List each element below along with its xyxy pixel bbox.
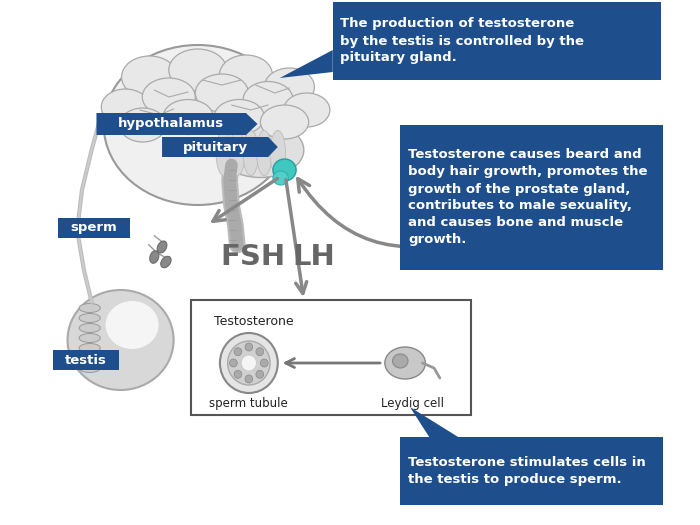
Text: sperm: sperm [71,222,118,235]
Ellipse shape [142,78,195,116]
Ellipse shape [273,159,296,181]
Circle shape [234,348,241,355]
Ellipse shape [393,354,408,368]
Text: Testosterone: Testosterone [214,315,293,328]
Ellipse shape [102,89,150,125]
Ellipse shape [219,55,272,95]
Ellipse shape [217,122,304,177]
Ellipse shape [67,290,174,390]
Ellipse shape [150,251,159,264]
Text: sperm tubule: sperm tubule [209,397,288,410]
Ellipse shape [385,347,426,379]
Ellipse shape [79,333,100,342]
Text: Testosterone stimulates cells in
the testis to produce sperm.: Testosterone stimulates cells in the tes… [408,456,645,486]
Ellipse shape [169,49,227,91]
FancyBboxPatch shape [53,350,118,370]
Polygon shape [410,407,458,437]
Circle shape [228,341,270,385]
Ellipse shape [79,363,100,373]
Ellipse shape [79,323,100,332]
Circle shape [234,370,241,379]
Ellipse shape [270,131,286,175]
Text: Leydig cell: Leydig cell [382,397,444,410]
Ellipse shape [79,343,100,352]
Ellipse shape [265,68,314,106]
Ellipse shape [122,56,178,98]
Text: LH: LH [292,243,335,271]
Ellipse shape [104,45,292,205]
Text: pituitary: pituitary [183,141,248,153]
Ellipse shape [161,256,171,268]
Ellipse shape [257,131,272,175]
Circle shape [256,370,264,379]
Circle shape [256,348,264,355]
Ellipse shape [157,241,167,253]
FancyBboxPatch shape [58,218,130,238]
Text: hypothalamus: hypothalamus [118,118,224,131]
Text: Testosterone causes beard and
body hair growth, promotes the
growth of the prost: Testosterone causes beard and body hair … [408,149,648,247]
Text: FSH: FSH [220,243,286,271]
Ellipse shape [163,100,214,134]
Circle shape [245,343,253,351]
Ellipse shape [120,108,166,142]
Ellipse shape [230,131,245,175]
FancyBboxPatch shape [400,125,663,270]
Text: The production of testosterone
by the testis is controlled by the
pituitary glan: The production of testosterone by the te… [340,17,584,65]
Ellipse shape [273,171,288,185]
Ellipse shape [79,353,100,362]
Ellipse shape [243,131,258,175]
Ellipse shape [243,81,293,119]
Ellipse shape [195,74,248,112]
Polygon shape [280,50,332,78]
FancyBboxPatch shape [332,2,661,80]
Circle shape [245,375,253,383]
Circle shape [260,359,268,367]
Circle shape [220,333,278,393]
Ellipse shape [79,313,100,322]
Ellipse shape [260,105,309,139]
Circle shape [241,355,257,371]
Ellipse shape [216,131,232,175]
Ellipse shape [79,303,100,312]
Ellipse shape [214,100,265,134]
Ellipse shape [284,93,330,127]
FancyBboxPatch shape [191,300,470,415]
Polygon shape [97,113,258,135]
Ellipse shape [106,301,159,349]
FancyBboxPatch shape [400,437,663,505]
Circle shape [230,359,237,367]
Polygon shape [162,137,278,157]
Text: testis: testis [65,353,107,366]
